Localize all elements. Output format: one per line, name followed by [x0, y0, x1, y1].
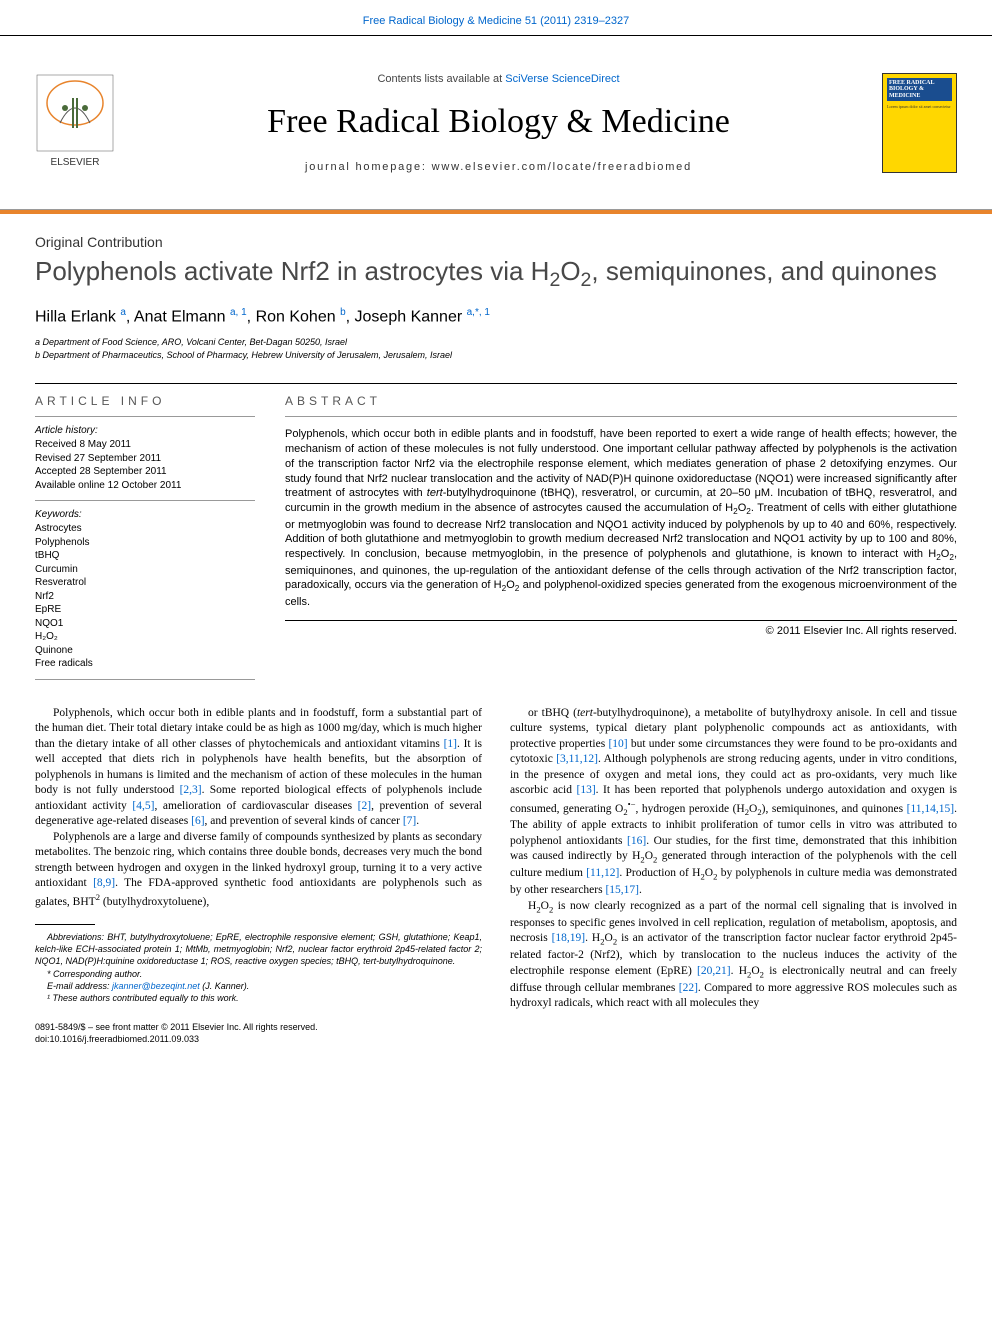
affiliation: b Department of Pharmaceutics, School of… [35, 349, 957, 362]
elsevier-logo: ELSEVIER [35, 73, 115, 173]
copyright: © 2011 Elsevier Inc. All rights reserved… [285, 625, 957, 637]
journal-homepage: journal homepage: www.elsevier.com/locat… [135, 161, 862, 173]
abstract-head: ABSTRACT [285, 384, 957, 416]
footnotes: Abbreviations: BHT, butylhydroxytoluene;… [35, 931, 482, 1004]
journal-name: Free Radical Biology & Medicine [135, 103, 862, 141]
contents-available: Contents lists available at SciVerse Sci… [135, 73, 862, 85]
journal-citation: Free Radical Biology & Medicine 51 (2011… [0, 0, 992, 35]
svg-text:ELSEVIER: ELSEVIER [51, 157, 100, 168]
affiliation: a Department of Food Science, ARO, Volca… [35, 336, 957, 349]
article-history: Article history: Received 8 May 2011 Rev… [35, 416, 255, 501]
front-matter: 0891-5849/$ – see front matter © 2011 El… [35, 1022, 482, 1045]
journal-cover-thumb: FREE RADICAL BIOLOGY & MEDICINE Lorem ip… [882, 73, 957, 173]
body-text: Polyphenols, which occur both in edible … [35, 706, 957, 1046]
journal-header: ELSEVIER Contents lists available at Sci… [0, 35, 992, 210]
affiliations: a Department of Food Science, ARO, Volca… [35, 336, 957, 361]
article-title: Polyphenols activate Nrf2 in astrocytes … [35, 256, 957, 293]
article-info-head: ARTICLE INFO [35, 384, 255, 416]
scidirect-link[interactable]: SciVerse ScienceDirect [505, 73, 619, 85]
keywords: Keywords: AstrocytesPolyphenolstBHQCurcu… [35, 501, 255, 680]
abstract-text: Polyphenols, which occur both in edible … [285, 416, 957, 621]
email-link[interactable]: jkanner@bezeqint.net [112, 981, 200, 991]
authors: Hilla Erlank a, Anat Elmann a, 1, Ron Ko… [35, 307, 957, 326]
article-type: Original Contribution [35, 234, 957, 250]
